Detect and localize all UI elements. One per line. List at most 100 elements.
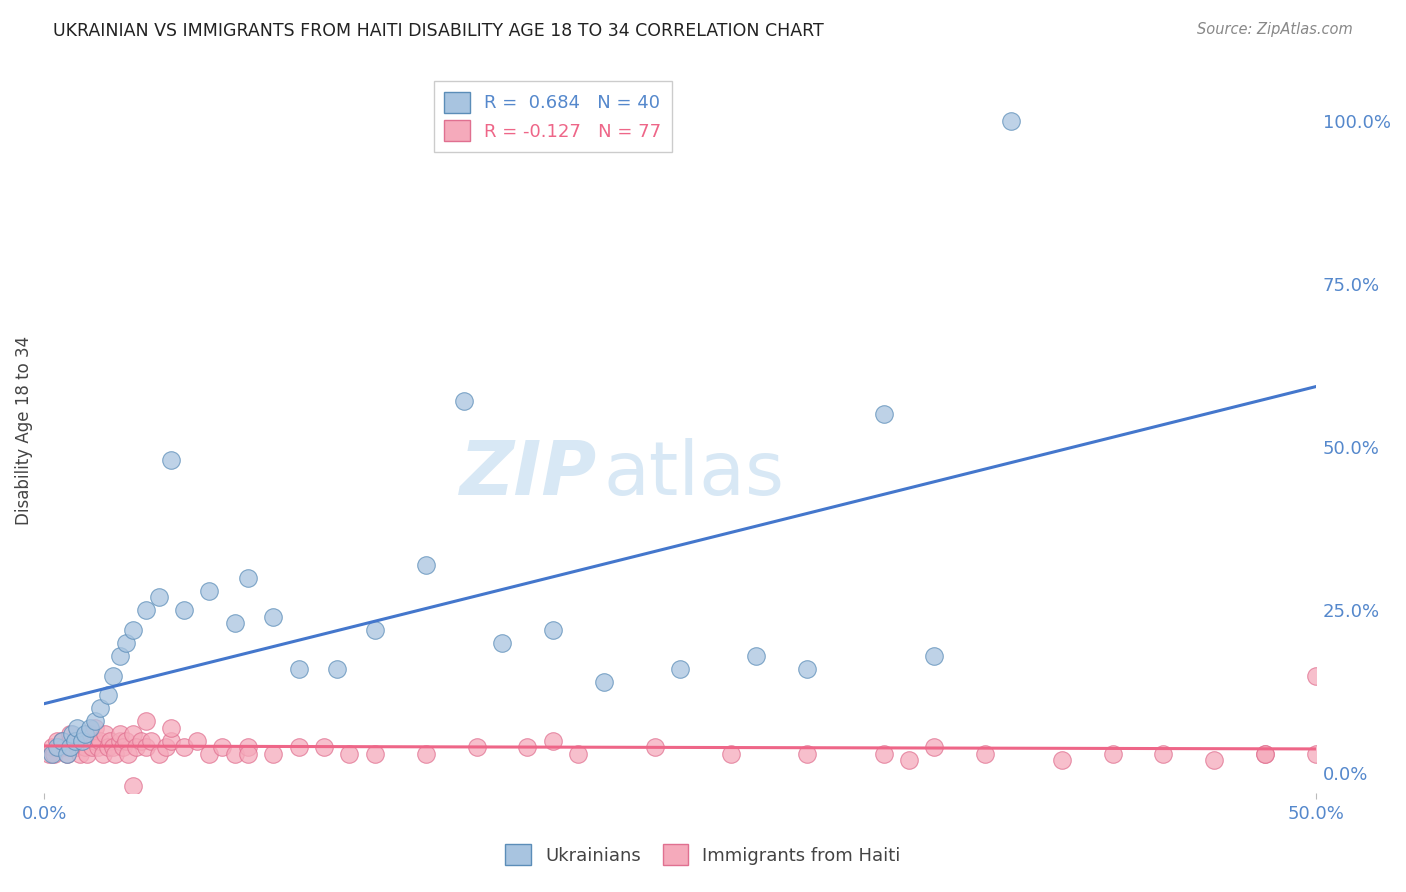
Point [160, 453, 183, 467]
Point [1305, 668, 1327, 682]
Point [122, 623, 145, 637]
Point [104, 747, 127, 761]
Point [98, 733, 121, 747]
Point [364, 747, 387, 761]
Point [60, 727, 83, 741]
Point [60, 740, 83, 755]
Point [110, 733, 132, 747]
Point [94, 727, 117, 741]
Point [924, 648, 946, 663]
Point [211, 740, 233, 755]
Point [148, 747, 170, 761]
Point [516, 740, 538, 755]
Point [84, 721, 107, 735]
Point [135, 714, 157, 729]
Point [53, 740, 76, 755]
Point [139, 733, 162, 747]
Text: Source: ZipAtlas.com: Source: ZipAtlas.com [1197, 22, 1353, 37]
Point [898, 753, 921, 767]
Point [44, 747, 66, 761]
Point [97, 740, 120, 755]
Point [114, 636, 136, 650]
Legend: Ukrainians, Immigrants from Haiti: Ukrainians, Immigrants from Haiti [498, 837, 908, 872]
Point [135, 740, 157, 755]
Point [1204, 753, 1226, 767]
Point [186, 733, 208, 747]
Point [101, 668, 124, 682]
Point [135, 603, 157, 617]
Point [1050, 753, 1073, 767]
Point [198, 747, 221, 761]
Point [644, 740, 666, 755]
Point [56, 747, 79, 761]
Point [453, 394, 475, 409]
Point [101, 740, 124, 755]
Point [38, 747, 60, 761]
Point [720, 747, 742, 761]
Point [592, 675, 614, 690]
Point [1305, 747, 1327, 761]
Point [541, 623, 564, 637]
Point [541, 733, 564, 747]
Point [122, 780, 145, 794]
Y-axis label: Disability Age 18 to 34: Disability Age 18 to 34 [15, 336, 32, 525]
Point [63, 733, 86, 747]
Point [325, 662, 347, 676]
Point [58, 727, 80, 741]
Point [72, 733, 94, 747]
Point [45, 740, 67, 755]
Point [312, 740, 335, 755]
Point [69, 747, 91, 761]
Point [91, 747, 114, 761]
Point [415, 558, 437, 572]
Point [287, 740, 309, 755]
Text: UKRAINIAN VS IMMIGRANTS FROM HAITI DISABILITY AGE 18 TO 34 CORRELATION CHART: UKRAINIAN VS IMMIGRANTS FROM HAITI DISAB… [53, 22, 824, 40]
Point [110, 727, 132, 741]
Point [236, 740, 259, 755]
Point [872, 747, 894, 761]
Point [51, 733, 73, 747]
Point [224, 747, 246, 761]
Point [148, 590, 170, 604]
Point [117, 747, 139, 761]
Point [465, 740, 488, 755]
Point [79, 721, 101, 735]
Point [86, 740, 108, 755]
Point [155, 740, 177, 755]
Point [236, 747, 259, 761]
Point [84, 733, 107, 747]
Point [51, 733, 73, 747]
Point [415, 747, 437, 761]
Point [114, 733, 136, 747]
Point [66, 721, 89, 735]
Point [224, 616, 246, 631]
Point [669, 662, 692, 676]
Point [58, 733, 80, 747]
Point [796, 662, 818, 676]
Point [173, 740, 195, 755]
Point [82, 740, 104, 755]
Point [122, 727, 145, 741]
Point [173, 603, 195, 617]
Point [1000, 113, 1022, 128]
Point [63, 733, 86, 747]
Point [198, 583, 221, 598]
Point [974, 747, 997, 761]
Point [129, 733, 152, 747]
Point [41, 740, 63, 755]
Point [84, 714, 107, 729]
Point [56, 747, 79, 761]
Point [364, 623, 387, 637]
Point [160, 721, 183, 735]
Point [1152, 747, 1174, 761]
Point [72, 733, 94, 747]
Point [924, 740, 946, 755]
Point [337, 747, 360, 761]
Point [236, 571, 259, 585]
Point [89, 701, 111, 715]
Point [48, 740, 70, 755]
Point [262, 747, 284, 761]
Point [872, 408, 894, 422]
Point [76, 747, 98, 761]
Point [110, 648, 132, 663]
